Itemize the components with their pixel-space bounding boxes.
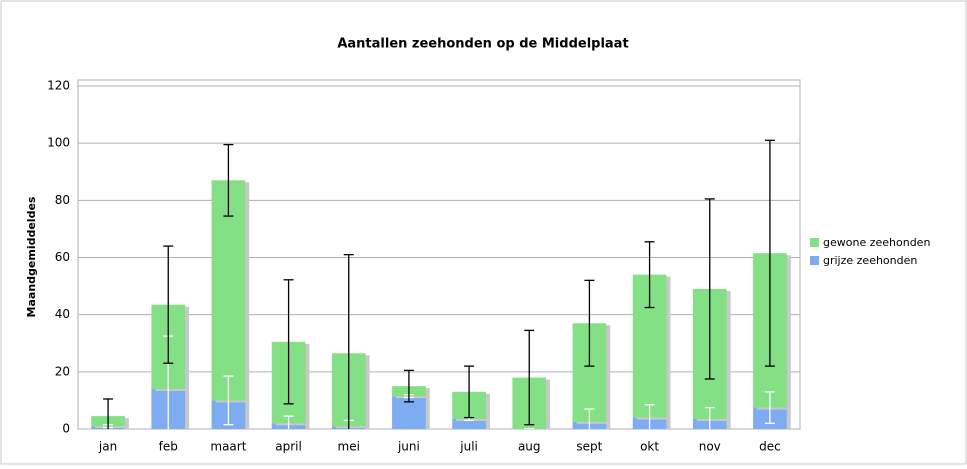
x-tick-label: jan xyxy=(98,440,117,454)
error-bar xyxy=(704,198,715,380)
y-tick-label: 100 xyxy=(47,136,70,150)
x-tick-label: aug xyxy=(518,440,541,454)
error-bar xyxy=(343,253,354,429)
error-bar xyxy=(584,279,595,367)
error-bar xyxy=(283,279,294,405)
error-bar xyxy=(103,398,114,429)
bar xyxy=(452,418,486,429)
chart-title: Aantallen zeehonden op de Middelplaat xyxy=(337,37,628,52)
bar xyxy=(211,180,246,401)
y-axis-label: Maandgemiddeldes xyxy=(25,196,38,317)
x-tick-label: dec xyxy=(759,440,781,454)
x-tick-label: feb xyxy=(159,440,178,454)
legend-label: grijze zeehonden xyxy=(823,254,917,267)
x-tick-label: april xyxy=(275,440,302,454)
y-tick-label: 20 xyxy=(55,364,70,378)
legend-label: gewone zeehonden xyxy=(823,236,930,249)
legend-swatch xyxy=(810,238,819,247)
x-tick-label: sept xyxy=(576,440,602,454)
y-tick-label: 80 xyxy=(55,193,70,207)
error-bar xyxy=(163,245,174,364)
error-bar xyxy=(584,408,595,429)
error-bar xyxy=(704,406,715,429)
x-tick-label: nov xyxy=(699,440,721,454)
y-tick-label: 120 xyxy=(47,79,70,93)
x-tick-label: juli xyxy=(459,440,478,454)
error-bar xyxy=(524,329,535,426)
error-bar xyxy=(403,369,414,403)
legend-swatch xyxy=(810,256,819,265)
error-bar xyxy=(283,415,294,429)
error-bar xyxy=(223,143,234,217)
error-bar xyxy=(764,391,775,424)
x-tick-label: maart xyxy=(210,440,246,454)
x-tick-label: mei xyxy=(338,440,360,454)
x-tick-label: juni xyxy=(397,440,420,454)
error-bar xyxy=(223,375,234,426)
x-tick-label: okt xyxy=(640,440,659,454)
error-bar xyxy=(644,241,655,309)
plot-area xyxy=(91,139,791,429)
plot-frame xyxy=(77,79,801,430)
error-bar xyxy=(464,365,475,419)
y-tick-label: 0 xyxy=(62,422,70,436)
y-tick-label: 40 xyxy=(55,307,70,321)
error-bar xyxy=(764,139,775,367)
y-tick-label: 60 xyxy=(55,250,70,264)
error-bar xyxy=(644,404,655,429)
